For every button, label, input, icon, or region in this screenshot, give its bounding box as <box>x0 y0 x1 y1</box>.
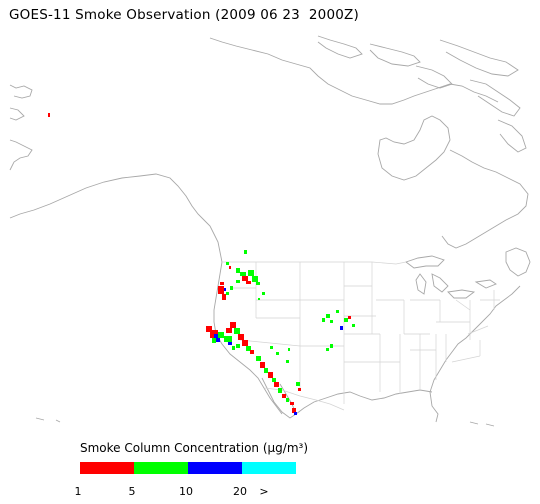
smoke-cluster-rockies <box>322 310 355 351</box>
state-grid <box>230 262 500 404</box>
legend-swatch-1-5 <box>80 462 134 474</box>
legend-tick-20: 20 <box>233 485 247 498</box>
islands-south <box>35 417 495 427</box>
gulf-coast <box>295 389 433 415</box>
west-coast <box>213 261 283 415</box>
legend-tick-gt: > <box>259 485 269 498</box>
legend-tick-5: 5 <box>128 485 136 498</box>
east-coast <box>429 285 521 423</box>
legend-tick-10: 10 <box>179 485 193 498</box>
alaska-coastline <box>9 84 223 263</box>
legend-title-unit: µg/m³ <box>267 441 304 455</box>
legend-swatch-20-plus <box>242 462 296 474</box>
legend-title-suffix: ) <box>303 441 309 455</box>
map-title: GOES-11 Smoke Observation (2009 06 23 20… <box>9 7 359 23</box>
legend-swatch-10-20 <box>188 462 242 474</box>
legend-title-prefix: Smoke Column Concentration ( <box>80 441 268 455</box>
hudson-bay <box>377 115 451 181</box>
smoke-cluster-california-south <box>256 346 301 415</box>
labrador-coast <box>441 149 529 249</box>
legend-color-bar <box>80 462 296 474</box>
smoke-detections <box>48 113 355 415</box>
smoke-cluster-pacific-nw <box>218 250 265 300</box>
arctic-coastline <box>209 37 499 105</box>
legend-title: Smoke Column Concentration (µg/m³) <box>80 441 308 455</box>
newfoundland <box>505 247 531 277</box>
us-canada-border <box>222 261 407 265</box>
coastlines <box>9 35 531 427</box>
great-lakes <box>405 255 497 299</box>
smoke-pixel-alaska <box>48 113 50 117</box>
smoke-cluster-california-north <box>206 322 254 354</box>
baja-coast <box>261 377 297 419</box>
legend-swatch-5-10 <box>134 462 188 474</box>
legend-tick-1: 1 <box>74 485 82 498</box>
arctic-islands <box>317 35 527 153</box>
